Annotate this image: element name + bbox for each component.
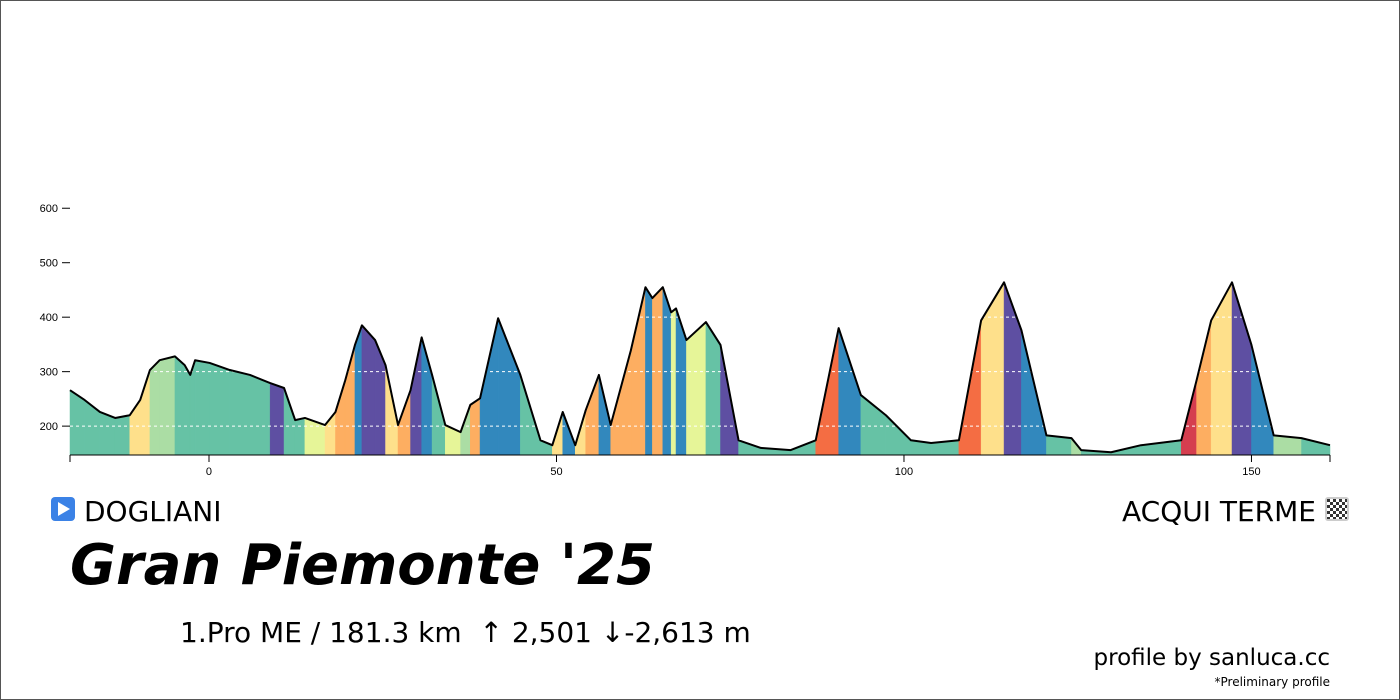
- gradient-segment: [209, 362, 231, 456]
- gradient-segment: [99, 411, 116, 456]
- gradient-segment: [645, 286, 653, 456]
- finish-flag: [1325, 497, 1349, 521]
- gradient-segment: [652, 286, 664, 456]
- y-tick-label: 500: [40, 258, 58, 270]
- title: Gran Piemonte '25: [70, 533, 655, 598]
- y-tick-label: 300: [40, 367, 58, 379]
- start-icon-arrow: [58, 502, 70, 516]
- x-tick-label: 100: [895, 466, 913, 478]
- gradient-segment: [194, 359, 210, 456]
- gradient-segment: [114, 414, 131, 456]
- gradient-segment: [670, 307, 677, 456]
- note: *Preliminary profile: [1215, 675, 1330, 689]
- finish-label: ACQUI TERME: [1122, 495, 1316, 528]
- x-tick-label: 0: [206, 466, 212, 478]
- x-tick-label: 50: [550, 466, 562, 478]
- gradient-segment: [662, 287, 672, 456]
- elevation-line: [69, 281, 1331, 454]
- y-tick-label: 400: [40, 312, 58, 324]
- gradient-segment: [229, 369, 251, 456]
- gradient-segment: [470, 397, 481, 456]
- gradient-segment: [269, 382, 285, 456]
- subtitle: 1.Pro ME / 181.3 km ↑ 2,501 ↓-2,613 m: [180, 616, 751, 649]
- gradient-segment: [69, 389, 85, 456]
- gradient-segment: [249, 374, 271, 456]
- start-label: DOGLIANI: [84, 495, 222, 528]
- elevation-fill: [69, 281, 1331, 456]
- plot: 200 300 400 500 600 0 50 100 150: [40, 203, 1331, 478]
- gradient-segment: [361, 324, 376, 456]
- gradient-segment: [149, 359, 160, 456]
- x-tick-label: 150: [1242, 466, 1260, 478]
- credit: profile by sanluca.cc: [1094, 645, 1330, 671]
- gradient-segment: [686, 321, 707, 456]
- y-tick-label: 200: [40, 421, 58, 433]
- y-tick-label: 600: [40, 203, 58, 215]
- gradient-segment: [294, 417, 306, 456]
- gradient-segment: [184, 364, 191, 456]
